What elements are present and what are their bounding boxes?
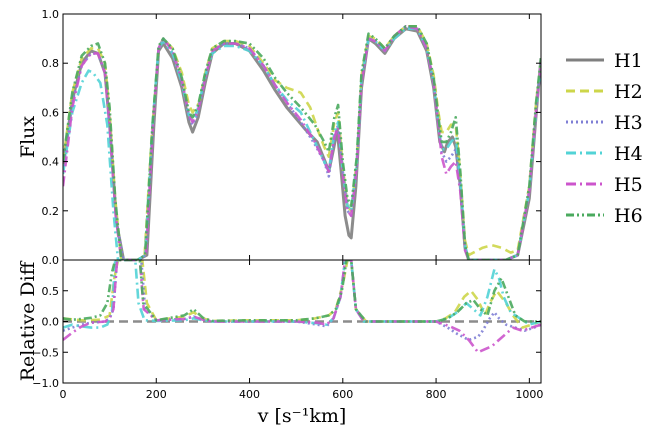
y-tick-label: 1.0 (42, 8, 60, 21)
y-tick-label: 0.2 (42, 205, 60, 218)
x-tick-label: 200 (146, 388, 167, 401)
x-tick-label: 0 (60, 388, 67, 401)
series-line-h3 (63, 25, 541, 260)
legend-label-h2: H2 (614, 81, 643, 103)
x-tick-label: 400 (239, 388, 260, 401)
y-tick-label: 0.0 (42, 316, 60, 329)
x-axis-label: v [s⁻¹km] (257, 405, 347, 427)
y-tick-label: −0.5 (32, 346, 59, 359)
series-group (63, 25, 541, 260)
y-tick-label: 0.8 (42, 57, 60, 70)
y-tick-label: 0.0 (42, 254, 60, 267)
y-tick-label: 0.4 (42, 156, 60, 169)
relative-diff-panel: −1.0 −0.5 0.0 0.5 0 200 400 600 800 1000 Relative … (17, 259, 543, 427)
series-line-h4 (63, 27, 541, 260)
y-axis-label: Flux (17, 116, 39, 158)
series-line-h3 (63, 260, 541, 342)
legend-label-h6: H6 (614, 205, 643, 227)
series-line-h6 (63, 25, 541, 260)
y-tick-label: 0.6 (42, 106, 60, 119)
series-group (63, 260, 541, 354)
series-line-h4 (63, 260, 541, 329)
y-axis-label: Relative Diff (17, 260, 39, 381)
y-tick-label: 0.5 (42, 285, 60, 298)
flux-panel: 0.0 0.2 0.4 0.6 0.8 1.0 Flux (17, 8, 542, 267)
series-line-h2 (63, 260, 541, 329)
x-tick-label: 800 (426, 388, 447, 401)
legend: H1 H2 H3 H4 H5 H6 (566, 50, 643, 227)
series-line-h6 (63, 260, 541, 323)
y-tick-label: −1.0 (32, 377, 59, 390)
x-tick-label: 600 (332, 388, 353, 401)
series-line-h2 (63, 25, 541, 260)
series-line-h1 (63, 27, 541, 260)
legend-label-h1: H1 (614, 50, 643, 72)
legend-label-h5: H5 (614, 174, 643, 196)
axes-frame (62, 13, 542, 261)
legend-label-h3: H3 (614, 112, 643, 134)
legend-label-h4: H4 (614, 143, 643, 165)
series-line-h5 (63, 25, 541, 260)
series-line-h5 (63, 260, 541, 354)
x-tick-label: 1000 (515, 388, 543, 401)
